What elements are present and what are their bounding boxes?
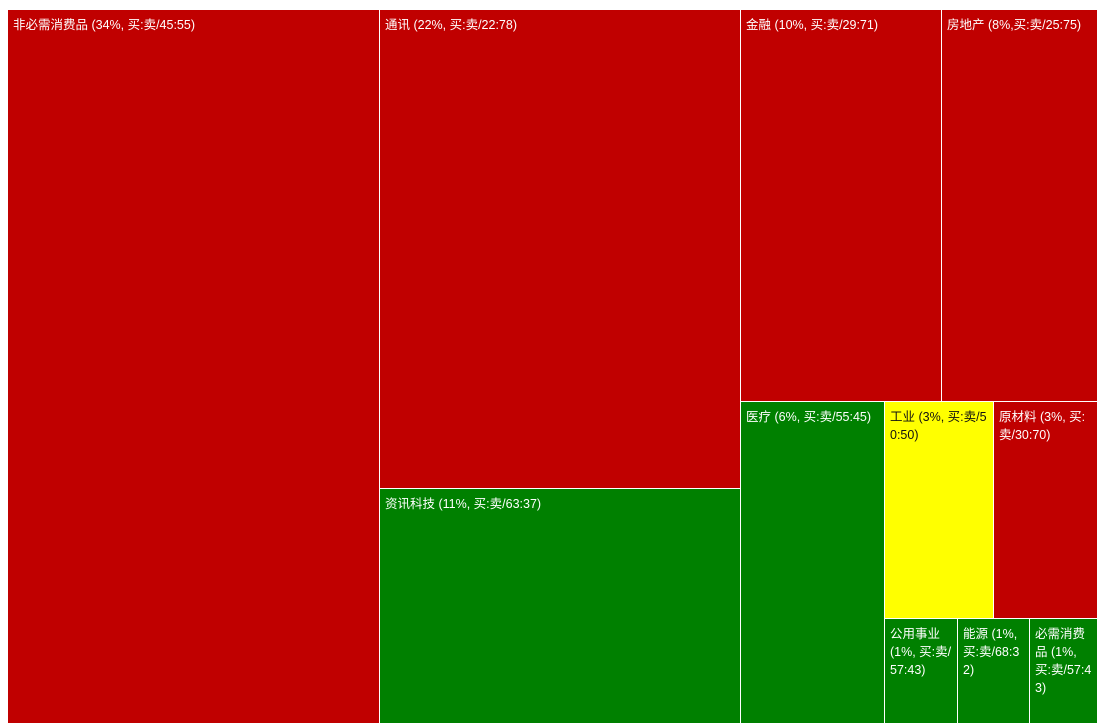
tile-label: 工业 (3%, 买:卖/50:50) [890, 410, 987, 442]
tile-utilities[interactable]: 公用事业 (1%, 买:卖/57:43) [885, 619, 958, 724]
tile-consumer-staples[interactable]: 必需消费品 (1%, 买:卖/57:43) [1030, 619, 1098, 724]
tile-energy[interactable]: 能源 (1%, 买:卖/68:32) [958, 619, 1030, 724]
tile-communications[interactable]: 通讯 (22%, 买:卖/22:78) [380, 10, 741, 489]
tile-healthcare[interactable]: 医疗 (6%, 买:卖/55:45) [741, 402, 885, 724]
tile-label: 资讯科技 (11%, 买:卖/63:37) [385, 497, 542, 511]
tile-label: 金融 (10%, 买:卖/29:71) [746, 18, 878, 32]
tile-materials[interactable]: 原材料 (3%, 买:卖/30:70) [994, 402, 1098, 619]
tile-financials[interactable]: 金融 (10%, 买:卖/29:71) [741, 10, 942, 402]
tile-label: 房地产 (8%,买:卖/25:75) [947, 18, 1082, 32]
tile-label: 医疗 (6%, 买:卖/55:45) [746, 410, 872, 424]
tile-real-estate[interactable]: 房地产 (8%,买:卖/25:75) [942, 10, 1098, 402]
tile-consumer-discretionary[interactable]: 非必需消费品 (34%, 买:卖/45:55) [8, 10, 380, 724]
tile-label: 通讯 (22%, 买:卖/22:78) [385, 18, 517, 32]
tile-label: 非必需消费品 (34%, 买:卖/45:55) [13, 18, 195, 32]
tile-label: 公用事业 (1%, 买:卖/57:43) [890, 627, 952, 677]
tile-industrials[interactable]: 工业 (3%, 买:卖/50:50) [885, 402, 994, 619]
tile-label: 原材料 (3%, 买:卖/30:70) [999, 410, 1086, 442]
tile-label: 能源 (1%, 买:卖/68:32) [963, 627, 1020, 677]
tile-information-technology[interactable]: 资讯科技 (11%, 买:卖/63:37) [380, 489, 741, 724]
tile-label: 必需消费品 (1%, 买:卖/57:43) [1035, 627, 1092, 695]
